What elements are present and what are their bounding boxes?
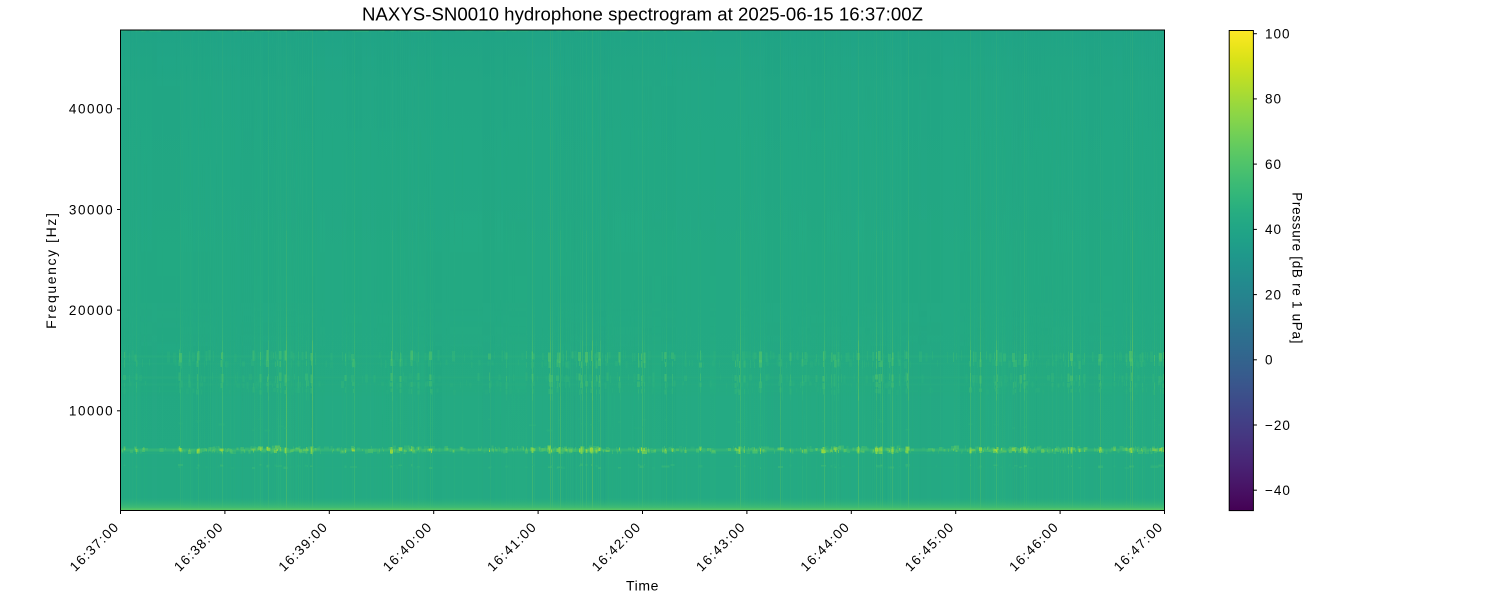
svg-text:Frequency [Hz]: Frequency [Hz]: [43, 212, 59, 329]
svg-text:−20: −20: [1265, 418, 1291, 433]
svg-text:0: 0: [1265, 353, 1274, 368]
svg-text:20: 20: [1265, 287, 1282, 302]
svg-text:NAXYS-SN0010 hydrophone spectr: NAXYS-SN0010 hydrophone spectrogram at 2…: [362, 4, 923, 25]
svg-text:Time: Time: [626, 578, 659, 594]
svg-text:30000: 30000: [69, 202, 114, 217]
svg-text:100: 100: [1265, 27, 1291, 42]
svg-text:20000: 20000: [69, 303, 114, 318]
svg-text:60: 60: [1265, 157, 1282, 172]
svg-text:10000: 10000: [69, 404, 114, 419]
svg-text:Pressure [dB re 1 uPa]: Pressure [dB re 1 uPa]: [1290, 192, 1305, 344]
svg-text:40: 40: [1265, 222, 1282, 237]
svg-text:−40: −40: [1265, 483, 1291, 498]
svg-text:40000: 40000: [69, 102, 114, 117]
svg-text:80: 80: [1265, 92, 1282, 107]
